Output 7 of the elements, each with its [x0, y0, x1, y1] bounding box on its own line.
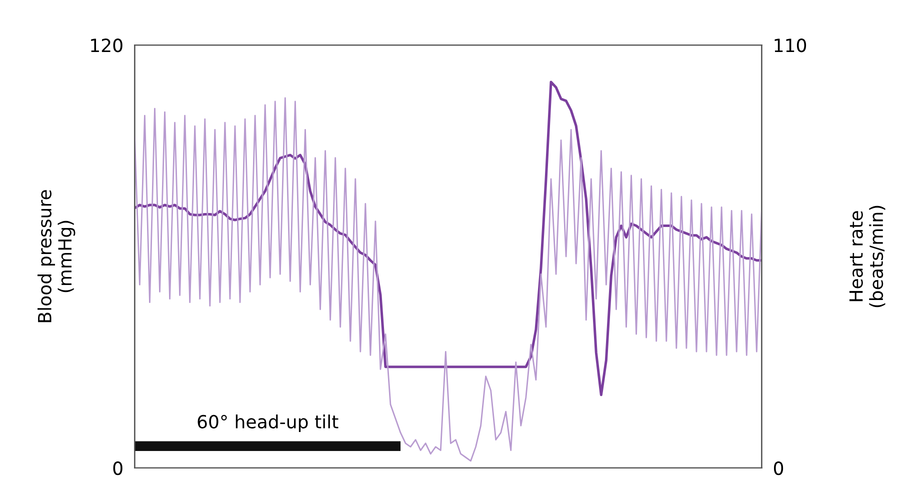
- annotation: 60° head-up tilt: [198, 414, 338, 432]
- y2-axis-title: Heart rate (beats/min): [849, 206, 886, 308]
- y2-tick-label: 110: [774, 38, 806, 52]
- y-tick-label: 120: [91, 38, 122, 52]
- line-series: [134, 97, 762, 462]
- y-axis-title: Blood pressure (mmHg): [38, 190, 76, 322]
- y2-tick-label: 0: [774, 461, 784, 476]
